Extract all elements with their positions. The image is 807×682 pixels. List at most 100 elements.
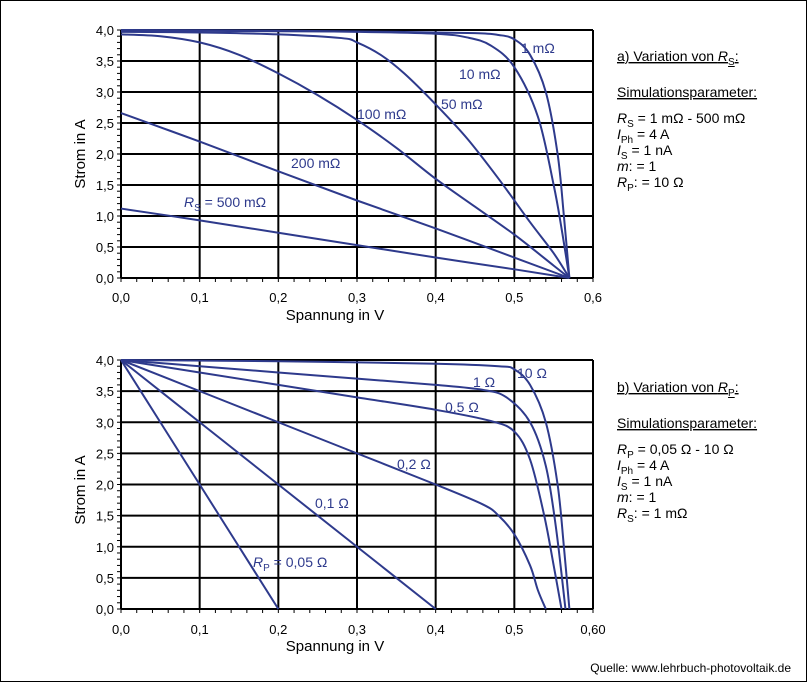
param-row: IPh = 4 A [617,457,670,477]
y-tick-label: 0,0 [96,271,114,286]
chart-rs: 0,0 0,5 1,0 1,5 2,0 2,5 3,0 3,5 4,0 0,0 0,1 0,2 0,3 0… [72,23,757,324]
x-tick-label: 0,3 [348,290,366,305]
series-label-symbol: R [253,554,263,570]
param-value: = 0,05 Ω - 10 Ω [634,441,734,457]
series-line [120,29,571,279]
series-label: 0,2 Ω [397,456,431,472]
series-label: 1 Ω [473,374,495,390]
series-line [120,359,547,610]
param-row: RS = 1 mΩ - 500 mΩ [617,110,745,130]
x-tick-label: 0,4 [427,622,445,637]
chart-rp: 0,0 0,5 1,0 1,5 2,0 2,5 3,0 3,5 4,0 0,0 0,1 0,2 0,3 0… [72,353,757,655]
x-tick-label: 0,60 [580,622,605,637]
series-label-subscript: S [194,203,201,214]
series-line [120,359,563,610]
param-row: RP: = 10 Ω [617,174,684,194]
panel-title-symbol: R [718,379,728,395]
param-symbol: m [617,158,629,174]
panel-title-text: a) Variation von [617,48,718,64]
series-label-text: = 500 mΩ [201,194,266,210]
params-title: Simulationsparameter: [617,415,757,431]
param-row: IPh = 4 A [617,126,670,146]
x-tick-label: 0,6 [584,290,602,305]
panel-title-subscript: P [728,388,735,399]
series-line [120,359,280,610]
x-tick-label: 0,2 [269,290,287,305]
param-row: RP = 0,05 Ω - 10 Ω [617,441,734,461]
param-value: = 4 A [633,457,670,473]
series-line [120,33,571,279]
param-value: : = 10 Ω [634,174,684,190]
param-symbol: R [617,110,627,126]
y-tick-label: 3,5 [96,54,114,69]
param-value: = 1 nA [628,142,673,158]
param-row: IS = 1 nA [617,473,673,493]
series-label: RP = 0,05 Ω [253,554,327,574]
param-subscript: Ph [621,135,633,146]
panel-title: a) Variation von RS: [617,48,739,68]
series-label: 200 mΩ [291,155,340,171]
param-symbol: R [617,441,627,457]
y-tick-label: 2,5 [96,446,114,461]
series-line [120,359,571,610]
param-value: : = 1 [629,489,657,505]
panel-title-suffix: : [735,379,739,395]
series-line [120,359,567,610]
param-value: = 1 nA [628,473,673,489]
y-tick-label: 2,0 [96,147,114,162]
param-subscript: S [621,482,628,493]
param-symbol: I [617,126,621,142]
param-value: = 4 A [633,126,670,142]
series-label: 0,1 Ω [315,495,349,511]
series-label: 50 mΩ [441,96,483,112]
y-axis-title: Strom in A [72,119,89,188]
params-title: Simulationsparameter: [617,84,757,100]
param-symbol: R [617,174,627,190]
series-line [120,30,571,279]
y-tick-label: 1,5 [96,178,114,193]
series-line [120,112,570,279]
series-label: 0,5 Ω [445,399,479,415]
series-label: 100 mΩ [357,106,406,122]
x-tick-label: 0,5 [505,290,523,305]
param-value: : = 1 [629,158,657,174]
x-tick-label: 0,2 [269,622,287,637]
x-tick-label: 0,1 [191,290,209,305]
series-label-text: = 0,05 Ω [270,554,328,570]
x-tick-label: 0,4 [427,290,445,305]
y-tick-label: 3,0 [96,415,114,430]
panel-title-subscript: S [728,57,735,68]
x-tick-label: 0,0 [112,622,130,637]
y-tick-label: 4,0 [96,23,114,38]
param-subscript: S [627,514,634,525]
y-tick-label: 2,0 [96,478,114,493]
x-tick-label: 0,1 [191,622,209,637]
y-tick-label: 0,5 [96,240,114,255]
y-tick-label: 0,5 [96,571,114,586]
series-label-subscript: P [263,563,270,574]
y-tick-label: 1,0 [96,540,114,555]
param-value: = 1 mΩ - 500 mΩ [634,110,746,126]
param-subscript: P [627,450,634,461]
param-row: IS = 1 nA [617,142,673,162]
param-row: m: = 1 [617,158,657,174]
y-tick-label: 0,0 [96,602,114,617]
y-tick-label: 1,0 [96,209,114,224]
y-tick-label: 2,5 [96,116,114,131]
y-tick-label: 3,0 [96,85,114,100]
param-row: RS: = 1 mΩ [617,505,687,525]
param-subscript: S [627,119,634,130]
param-symbol: I [617,142,621,158]
series-label: 10 mΩ [459,66,501,82]
y-tick-label: 3,5 [96,384,114,399]
source-credit: Quelle: www.lehrbuch-photovoltaik.de [590,661,791,675]
param-subscript: P [627,183,634,194]
series-label-symbol: R [184,194,194,210]
param-subscript: S [621,151,628,162]
panel-title-symbol: R [718,48,728,64]
param-symbol: m [617,489,629,505]
param-symbol: I [617,457,621,473]
series-line [120,359,437,610]
